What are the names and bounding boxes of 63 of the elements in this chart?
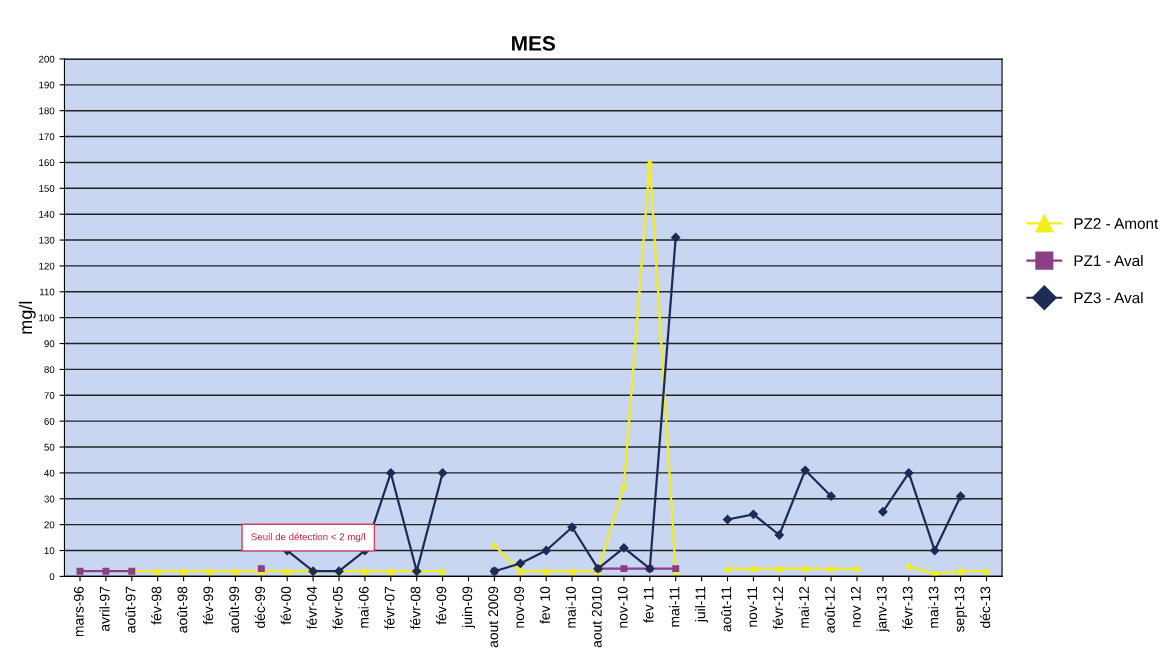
y-tick-label: 60 [44,417,55,425]
x-tick-label: févr-07 [384,586,395,630]
x-tick-label: févr-13 [902,586,913,630]
x-tick-label: mai-12 [798,586,809,628]
x-tick-label: mai-11 [669,586,680,627]
x-tick-label: nov-09 [514,586,525,628]
chart-title: MES [512,36,556,51]
y-tick-label: 130 [39,236,55,244]
x-tick-label: déc-13 [979,586,991,628]
x-tick-label: juin-09 [462,586,475,629]
y-tick-label: 200 [39,55,55,63]
y-tick-label: 170 [39,133,55,141]
x-tick-label: sept-13 [954,586,968,633]
x-tick-label: fév-09 [435,586,447,625]
y-tick-label: 120 [39,262,55,270]
x-tick-label: déc-99 [254,586,266,628]
y-tick-label: 10 [44,547,55,555]
y-tick-label: 100 [39,314,55,322]
y-tick-label: 180 [39,107,55,115]
y-tick-label: 110 [39,288,55,296]
y-tick-label: 90 [44,340,55,348]
y-tick-label: 20 [44,521,55,529]
legend-label: PZ3 - Aval [1074,292,1143,304]
x-tick-label: août-97 [125,586,136,633]
y-tick-label: 50 [44,443,55,451]
y-tick-label: 70 [44,392,55,399]
y-axis-title: mg/l [18,301,36,334]
x-tick-label: mars-96 [73,586,84,637]
x-tick-label: nov-11 [747,586,758,627]
x-tick-label: aout 2009 [488,586,499,648]
x-tick-label: mai-10 [565,586,576,628]
legend-label: PZ1 - Aval [1074,254,1143,267]
y-tick-label: 160 [39,159,55,167]
x-tick-label: fév-00 [280,586,291,625]
x-tick-label: nov 12 [850,586,861,627]
y-tick-label: 190 [39,81,55,89]
annotation: Seuil de détection < 2 mg/l [251,533,366,543]
y-tick-label: 140 [39,210,55,218]
y-tick-label: 150 [39,185,55,192]
x-tick-label: fev 11 [643,586,654,623]
y-tick-label: 0 [49,573,55,581]
x-tick-label: févr-08 [410,586,421,630]
y-tick-label: 40 [44,469,55,477]
x-tick-label: août-12 [824,586,835,633]
x-tick-label: mai-13 [928,586,939,628]
x-tick-label: août-99 [228,586,240,633]
x-tick-label: nov-10 [617,586,628,628]
x-tick-label: fev 10 [539,586,550,624]
x-tick-label: févr-05 [332,586,343,630]
x-tick-label: avril-97 [99,586,110,632]
x-tick-label: mai-06 [358,586,369,628]
x-tick-label: aout 2010 [591,586,602,648]
x-tick-label: juil-11 [695,586,709,623]
x-tick-label: févr-04 [306,586,317,630]
x-tick-label: fév-98 [151,586,162,625]
y-tick-label: 80 [44,366,55,374]
x-tick-label: févr-12 [772,586,784,630]
x-tick-label: janv-13 [876,586,890,633]
legend-label: PZ2 - Amont [1074,218,1159,229]
x-tick-label: août-98 [177,586,188,633]
x-tick-label: août-11 [721,586,732,632]
x-tick-label: fév-99 [202,586,214,625]
y-tick-label: 30 [44,495,55,503]
